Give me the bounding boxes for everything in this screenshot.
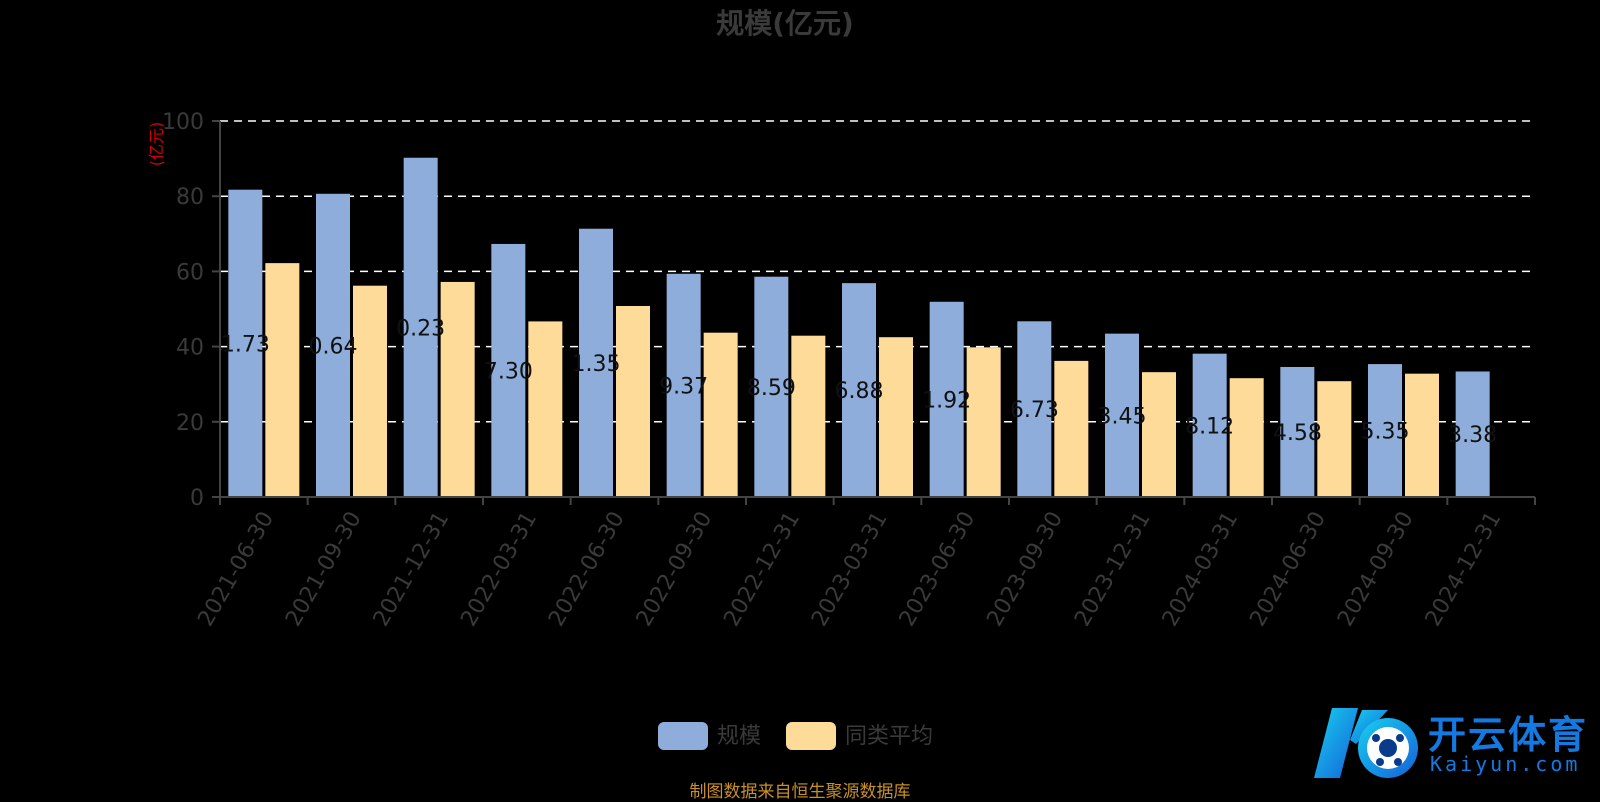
y-tick-label: 100 bbox=[162, 110, 204, 135]
bar-category-average[interactable] bbox=[879, 337, 913, 497]
bar-scale[interactable] bbox=[842, 283, 876, 497]
bar-category-average[interactable] bbox=[1405, 373, 1439, 497]
bar-category-average[interactable] bbox=[528, 321, 563, 497]
bar-value-label: 6.73 bbox=[1010, 398, 1059, 423]
x-tick-label: 2023-03-31 bbox=[807, 508, 893, 631]
bars bbox=[228, 157, 1490, 498]
bar-category-average[interactable] bbox=[1229, 378, 1264, 497]
bar-scale[interactable] bbox=[666, 273, 701, 497]
x-tick-label: 2024-12-31 bbox=[1421, 508, 1507, 631]
bar-category-average[interactable] bbox=[966, 347, 1001, 497]
bar-scale[interactable] bbox=[491, 243, 526, 497]
x-tick-label: 2023-09-30 bbox=[982, 508, 1068, 631]
bar-value-label: 9.37 bbox=[659, 374, 708, 399]
bar-scale[interactable] bbox=[403, 157, 438, 497]
x-tick-label: 2024-03-31 bbox=[1158, 508, 1244, 631]
legend-label-category-average[interactable]: 同类平均 bbox=[845, 724, 933, 749]
bar-scale[interactable] bbox=[316, 193, 350, 498]
bar-scale[interactable] bbox=[1017, 321, 1052, 497]
y-tick-label: 80 bbox=[176, 185, 204, 210]
y-axis-unit: (亿元) bbox=[147, 122, 166, 167]
kaiyun-logo-icon bbox=[1314, 708, 1418, 778]
bar-value-label: 1.35 bbox=[572, 352, 621, 377]
bar-value-label: 0.64 bbox=[309, 334, 358, 359]
bar-scale[interactable] bbox=[1192, 353, 1227, 497]
bar-category-average[interactable] bbox=[1054, 360, 1089, 497]
bar-value-label: 8.59 bbox=[747, 376, 796, 401]
legend[interactable]: 规模 同类平均 bbox=[658, 722, 933, 750]
legend-swatch-scale[interactable] bbox=[658, 722, 708, 750]
y-tick-label: 60 bbox=[176, 260, 204, 285]
x-tick-label: 2021-09-30 bbox=[281, 508, 367, 631]
watermark-logo: 开云体育 Kaiyun.com bbox=[1310, 700, 1595, 785]
bar-scale[interactable] bbox=[754, 276, 789, 497]
x-tick-label: 2022-12-31 bbox=[719, 508, 805, 631]
bar-category-average[interactable] bbox=[703, 332, 738, 497]
x-tick-label: 2022-09-30 bbox=[632, 508, 718, 631]
x-tick-label: 2024-09-30 bbox=[1333, 508, 1419, 631]
watermark-cn-text: 开云体育 bbox=[1428, 713, 1589, 757]
bar-value-label: 7.30 bbox=[484, 359, 533, 384]
bar-scale[interactable] bbox=[579, 228, 613, 497]
legend-swatch-category-average[interactable] bbox=[786, 722, 836, 750]
legend-label-scale[interactable]: 规模 bbox=[717, 724, 761, 749]
bar-category-average[interactable] bbox=[265, 263, 300, 497]
bar-category-average[interactable] bbox=[1317, 381, 1352, 497]
bar-category-average[interactable] bbox=[791, 335, 826, 497]
x-tick-label: 2022-03-31 bbox=[456, 508, 542, 631]
bar-scale[interactable] bbox=[228, 189, 263, 498]
chart-title: 规模(亿元) bbox=[716, 7, 854, 40]
x-tick-label: 2021-06-30 bbox=[193, 508, 279, 631]
bar-category-average[interactable] bbox=[1142, 372, 1176, 497]
data-labels: 1.73 0.64 0.23 7.30 1.35 9.37 8.59 6.88 1.92 6.73… bbox=[221, 316, 1497, 448]
x-tick-label: 2022-06-30 bbox=[544, 508, 630, 631]
x-tick-label: 2024-06-30 bbox=[1245, 508, 1331, 631]
x-tick-label: 2023-06-30 bbox=[895, 508, 981, 631]
bar-value-label: 3.38 bbox=[1448, 423, 1497, 448]
bar-value-label: 8.12 bbox=[1185, 414, 1234, 439]
bar-value-label: 1.73 bbox=[221, 332, 270, 357]
bar-scale[interactable] bbox=[1280, 366, 1315, 497]
bar-value-label: 1.92 bbox=[922, 388, 971, 413]
bar-value-label: 6.88 bbox=[835, 379, 884, 404]
y-tick-label: 0 bbox=[190, 486, 204, 511]
bar-scale[interactable] bbox=[929, 301, 964, 497]
gridlines bbox=[220, 120, 1535, 423]
bar-scale[interactable] bbox=[1455, 371, 1490, 497]
x-tick-label: 2021-12-31 bbox=[369, 508, 455, 631]
bar-value-label: 4.58 bbox=[1273, 421, 1322, 446]
x-tick-label: 2023-12-31 bbox=[1070, 508, 1156, 631]
bar-category-average[interactable] bbox=[440, 281, 475, 497]
bar-scale[interactable] bbox=[1105, 333, 1139, 497]
bar-value-label: 3.45 bbox=[1098, 404, 1147, 429]
bar-value-label: 0.23 bbox=[396, 316, 445, 341]
watermark-en-text: Kaiyun.com bbox=[1430, 752, 1581, 776]
bar-value-label: 5.35 bbox=[1361, 420, 1410, 445]
bar-category-average[interactable] bbox=[353, 285, 387, 497]
bar-scale[interactable] bbox=[1368, 364, 1402, 497]
y-tick-label: 20 bbox=[176, 411, 204, 436]
source-note: 制图数据来自恒生聚源数据库 bbox=[689, 782, 911, 802]
y-tick-label: 40 bbox=[176, 336, 204, 361]
bar-category-average[interactable] bbox=[616, 305, 650, 497]
